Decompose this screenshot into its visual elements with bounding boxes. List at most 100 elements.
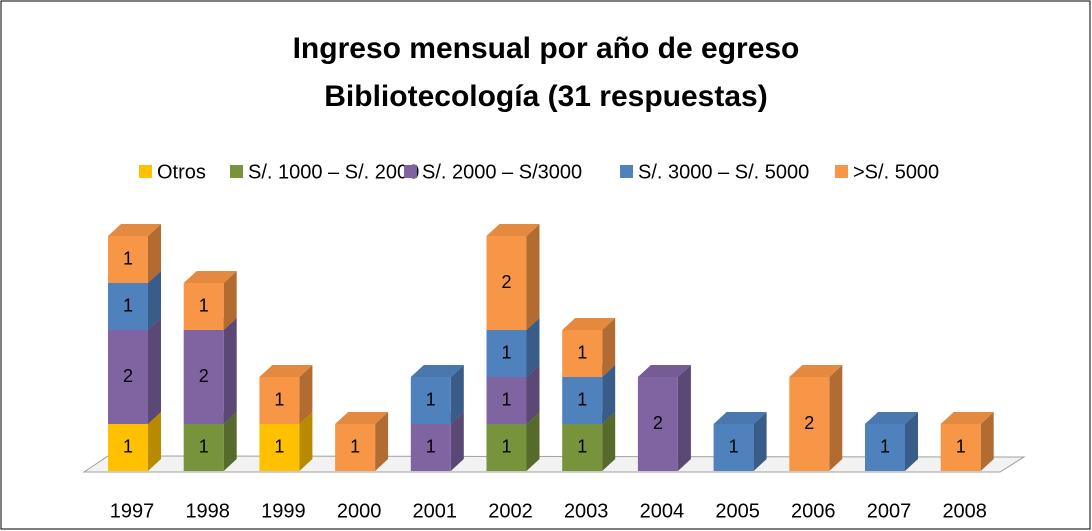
bar-top (183, 271, 237, 283)
bar-front (335, 424, 376, 471)
data-label: 1 (426, 389, 436, 409)
x-tick-label: 1998 (185, 500, 230, 522)
x-tick-label: 2005 (715, 500, 760, 522)
data-label: 1 (577, 436, 587, 456)
bar-side (905, 412, 918, 471)
bar-side (223, 271, 237, 330)
x-tick-label: 2003 (564, 500, 609, 522)
bar-side (753, 412, 767, 471)
legend-label: S/. 1000 – S/. 2000 (248, 161, 419, 183)
bar-top (259, 365, 313, 377)
bar-side (526, 224, 540, 330)
bar-segment (410, 365, 464, 424)
bar-front (108, 236, 148, 283)
bar-segment (108, 318, 161, 424)
data-label: 2 (653, 413, 663, 433)
legend-swatch (404, 165, 417, 178)
x-tick-label: 1999 (261, 500, 306, 522)
x-tick-label: 2006 (791, 500, 836, 522)
bar-segment (183, 271, 237, 330)
x-tick-label: 2002 (488, 500, 533, 522)
bar-front (789, 377, 830, 471)
bar-top (108, 224, 161, 236)
data-label: 1 (577, 389, 587, 409)
bar-top (410, 365, 464, 377)
bar-side (526, 318, 540, 377)
bar-side (602, 365, 616, 424)
bar-segment (940, 412, 994, 471)
legend-label: S/. 3000 – S/. 5000 (638, 161, 809, 183)
bar-segment (789, 365, 843, 471)
data-label: 2 (123, 366, 133, 386)
data-label: 1 (123, 436, 133, 456)
x-tick-label: 2004 (640, 500, 685, 522)
legend-swatch (230, 165, 243, 178)
data-label: 1 (577, 342, 587, 362)
bar-front (108, 424, 148, 471)
bar-top (562, 318, 616, 330)
bar-segment (486, 224, 540, 330)
data-label: 1 (123, 248, 133, 268)
x-tick-label: 2000 (337, 500, 382, 522)
x-tick-label: 2001 (413, 500, 458, 522)
bar-side (299, 365, 313, 424)
data-label: 1 (956, 436, 966, 456)
data-label: 2 (804, 413, 814, 433)
bar-top (486, 224, 540, 236)
bar-side (526, 365, 540, 424)
data-label: 1 (350, 436, 360, 456)
bar-side (148, 224, 161, 283)
bar-front (410, 377, 451, 424)
bar-segment (637, 365, 691, 471)
bar-front (108, 283, 148, 330)
bar-front (486, 377, 527, 424)
bar-segment (865, 412, 918, 471)
bar-segment (335, 412, 389, 471)
bar-front (108, 330, 148, 424)
data-label: 2 (501, 272, 511, 292)
bar-top (865, 412, 918, 424)
bar-front (259, 424, 300, 471)
bar-side (450, 365, 464, 424)
bar-front (486, 236, 527, 330)
bar-segment (259, 365, 313, 424)
bar-front (940, 424, 981, 471)
bar-front (713, 424, 754, 471)
bar-front (486, 424, 527, 471)
chart-title: Ingreso mensual por año de egreso (293, 32, 800, 65)
bar-side (602, 412, 616, 471)
bar-front (562, 330, 603, 377)
data-label: 1 (274, 389, 284, 409)
bar-side (450, 412, 464, 471)
legend-swatch (139, 165, 152, 178)
floor (82, 455, 1026, 473)
bar-front (865, 424, 905, 471)
bar-side (980, 412, 994, 471)
data-label: 1 (501, 342, 511, 362)
x-tick-label: 1997 (110, 500, 155, 522)
bar-front (183, 330, 224, 424)
legend-label: >S/. 5000 (853, 161, 939, 183)
bar-front (259, 377, 300, 424)
legend-swatch (835, 165, 848, 178)
data-label: 1 (501, 389, 511, 409)
bar-front (562, 424, 603, 471)
bar-front (410, 424, 451, 471)
data-label: 1 (123, 295, 133, 315)
bar-top (789, 365, 843, 377)
bar-segment (713, 412, 767, 471)
bar-side (677, 365, 691, 471)
data-label: 2 (199, 366, 209, 386)
bar-side (148, 318, 161, 424)
legend-label: Otros (157, 161, 206, 183)
bar-side (223, 412, 237, 471)
legend-label: S/. 2000 – S/3000 (422, 161, 582, 183)
bar-side (148, 412, 161, 471)
data-label: 1 (199, 436, 209, 456)
bar-segment (562, 318, 616, 377)
x-tick-label: 2007 (867, 500, 912, 522)
bar-segment (108, 224, 161, 283)
bar-front (183, 424, 224, 471)
data-label: 1 (426, 436, 436, 456)
bar-top (713, 412, 767, 424)
